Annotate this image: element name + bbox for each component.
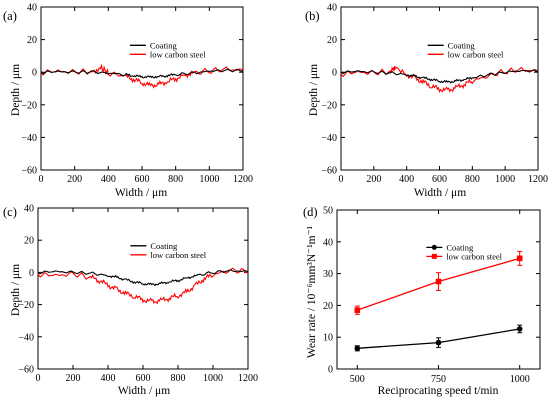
panel-b-ylabel: Depth / μm [308, 64, 320, 116]
panel-c-xtick-label: 600 [136, 373, 151, 384]
panel-d-xtick-label: 750 [431, 374, 446, 385]
panel-a-ytick-label: −20 [21, 100, 37, 111]
panel-b-ytick-label: −40 [321, 133, 337, 144]
panel-d-ytick-label: 10 [323, 333, 333, 344]
panel-b-ytick-label: −20 [321, 100, 337, 111]
panel-a-ytick-label: −40 [21, 133, 37, 144]
panel-d-legend-marker-steel [431, 253, 437, 259]
panel-b-xtick-label: 1000 [495, 174, 515, 185]
panel-label-b: (b) [305, 9, 320, 23]
panel-a-xtick-label: 200 [67, 174, 82, 185]
panel-a-xtick-label: 1000 [199, 174, 219, 185]
panel-a-xtick-label: 600 [135, 174, 150, 185]
panel-a-xlabel: Width / μm [115, 187, 167, 199]
panel-c-ylabel: Depth / μm [10, 264, 22, 316]
panel-c: (c) Depth / μm Width / μm 0 200 400 600 800 1… [3, 204, 258, 398]
panel-d-ytick-label: 30 [323, 269, 333, 280]
panel-a-legend-label-steel: low carbon steel [150, 49, 206, 59]
panel-b-xtick-label: 200 [366, 174, 381, 185]
panel-b-ytick-label: 0 [332, 68, 337, 79]
panel-a-xtick-label: 1200 [233, 174, 253, 185]
panel-a-xtick-label: 0 [39, 174, 44, 185]
panel-c-xtick-label: 1200 [238, 373, 258, 384]
panel-c-legend-label-steel: low carbon steel [150, 250, 206, 260]
panel-a-ytick-label: 20 [27, 35, 37, 46]
panel-c-legend-label-coating: Coating [150, 241, 178, 251]
panel-b-legend-label-steel: low carbon steel [448, 49, 504, 59]
panel-b-ytick-label: 20 [327, 35, 337, 46]
panel-c-frame [37, 207, 249, 370]
panel-a-legend-label-coating: Coating [150, 40, 178, 50]
panel-b-xtick-label: 600 [432, 174, 447, 185]
panel-a-xtick-label: 400 [101, 174, 116, 185]
panel-b-xtick-label: 800 [465, 174, 480, 185]
panel-d: (d) Wear rate / 10⁻⁶mm³N⁻¹m⁻¹ Reciprocat… [303, 205, 541, 397]
panel-d-legend-label-steel: low carbon steel [446, 251, 502, 261]
panel-c-ytick-label: −60 [18, 365, 34, 376]
panel-c-series-coating [37, 269, 249, 287]
panel-a-frame [40, 6, 244, 171]
panel-d-point-steel [435, 278, 442, 285]
panel-c-ytick-label: 20 [24, 236, 34, 247]
panel-d-point-steel [354, 307, 361, 313]
panel-c-xtick-label: 400 [101, 373, 116, 384]
panel-c-xlabel: Width / μm [118, 385, 170, 397]
panel-b: (b) Depth / μm Width / μm 0 200 400 600 800 1… [305, 3, 548, 200]
panel-d-point-steel [516, 255, 523, 262]
panel-label-c: (c) [3, 205, 17, 219]
panel-c-xtick-label: 200 [66, 373, 81, 384]
panel-d-xlabel: Reciprocating speed t/min [378, 385, 499, 397]
panel-b-series-steel [340, 65, 539, 94]
panel-b-frame [340, 6, 539, 171]
panel-a-ylabel: Depth / μm [10, 64, 22, 116]
panel-label-d: (d) [303, 205, 318, 219]
panel-d-xtick-label: 500 [350, 374, 365, 385]
panel-a-ytick-label: −60 [21, 166, 37, 177]
panel-c-ytick-label: −20 [18, 300, 34, 311]
panel-c-ytick-label: 0 [29, 268, 34, 279]
panel-b-ytick-label: −60 [321, 166, 337, 177]
panel-d-ytick-label: 40 [323, 237, 333, 248]
panel-d-ytick-label: 50 [323, 206, 333, 217]
panel-a-plot: 0 200 400 600 800 1000 120040200−20−40−60Coati… [21, 3, 253, 186]
panel-d-point-coating [516, 326, 523, 332]
panel-b-xtick-label: 0 [339, 174, 344, 185]
panel-c-series-steel [37, 267, 249, 305]
panel-a-ytick-label: 40 [27, 3, 37, 14]
panel-b-series-coating [340, 69, 538, 84]
panel-a-ytick-label: 0 [32, 68, 37, 79]
panel-c-plot: 0 200 400 600 800 1000 120040200−20−40−60Coati… [18, 204, 258, 385]
panel-b-plot: 0 200 400 600 800 1000 120040200−20−40−60Coati… [321, 3, 548, 186]
panel-d-ytick-label: 20 [323, 301, 333, 312]
panel-a: (a) Depth / μm Width / μm 0 200 400 600 800 1… [3, 3, 253, 200]
panel-d-ylabel: Wear rate / 10⁻⁶mm³N⁻¹m⁻¹ [306, 225, 318, 358]
panel-c-xtick-label: 1000 [203, 373, 223, 384]
panel-c-xtick-label: 0 [36, 373, 41, 384]
panel-d-point-coating [435, 339, 442, 346]
panel-b-xlabel: Width / μm [414, 187, 466, 199]
panel-b-ytick-label: 40 [327, 3, 337, 14]
panel-b-xtick-label: 400 [399, 174, 414, 185]
panel-c-ytick-label: 40 [24, 204, 34, 215]
panel-d-ytick-label: 0 [328, 365, 333, 376]
panel-b-legend-label-coating: Coating [448, 40, 476, 50]
panel-c-xtick-label: 800 [171, 373, 186, 384]
panel-d-point-coating [354, 345, 361, 352]
panel-d-legend-marker-coating [431, 244, 437, 250]
panel-d-legend-label-coating: Coating [446, 242, 474, 252]
panel-a-xtick-label: 800 [168, 174, 183, 185]
panel-c-ytick-label: −40 [18, 332, 34, 343]
panel-a-series-coating [40, 68, 244, 79]
panel-b-xtick-label: 1200 [528, 174, 548, 185]
panel-d-xtick-label: 1000 [510, 374, 530, 385]
panel-label-a: (a) [3, 9, 17, 23]
